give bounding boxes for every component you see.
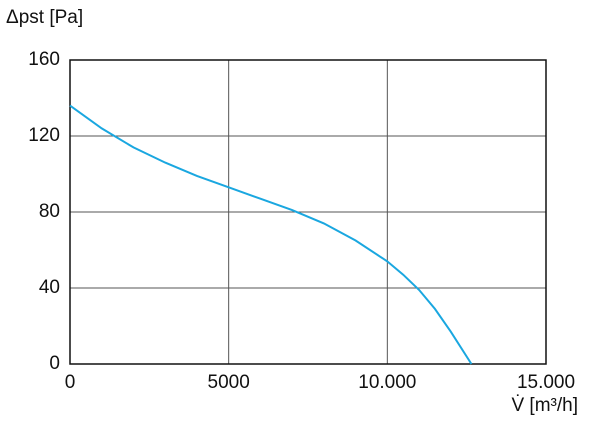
x-tick-label: 0 (65, 372, 76, 393)
y-tick-label: 160 (28, 49, 60, 70)
y-tick-label: 120 (28, 125, 60, 146)
data-line (69, 104, 473, 365)
y-tick-label: 80 (39, 201, 60, 222)
y-tick-label: 0 (49, 353, 60, 374)
x-tick-label: 5000 (208, 372, 250, 393)
y-axis-label: Δpst [Pa] (6, 7, 83, 28)
x-tick-label: 10.000 (358, 372, 416, 393)
x-tick-label: 15.000 (517, 372, 575, 393)
x-axis-label: V̇ [m³/h] (511, 395, 578, 416)
y-tick-label: 40 (39, 277, 60, 298)
plot-frame (69, 59, 547, 365)
